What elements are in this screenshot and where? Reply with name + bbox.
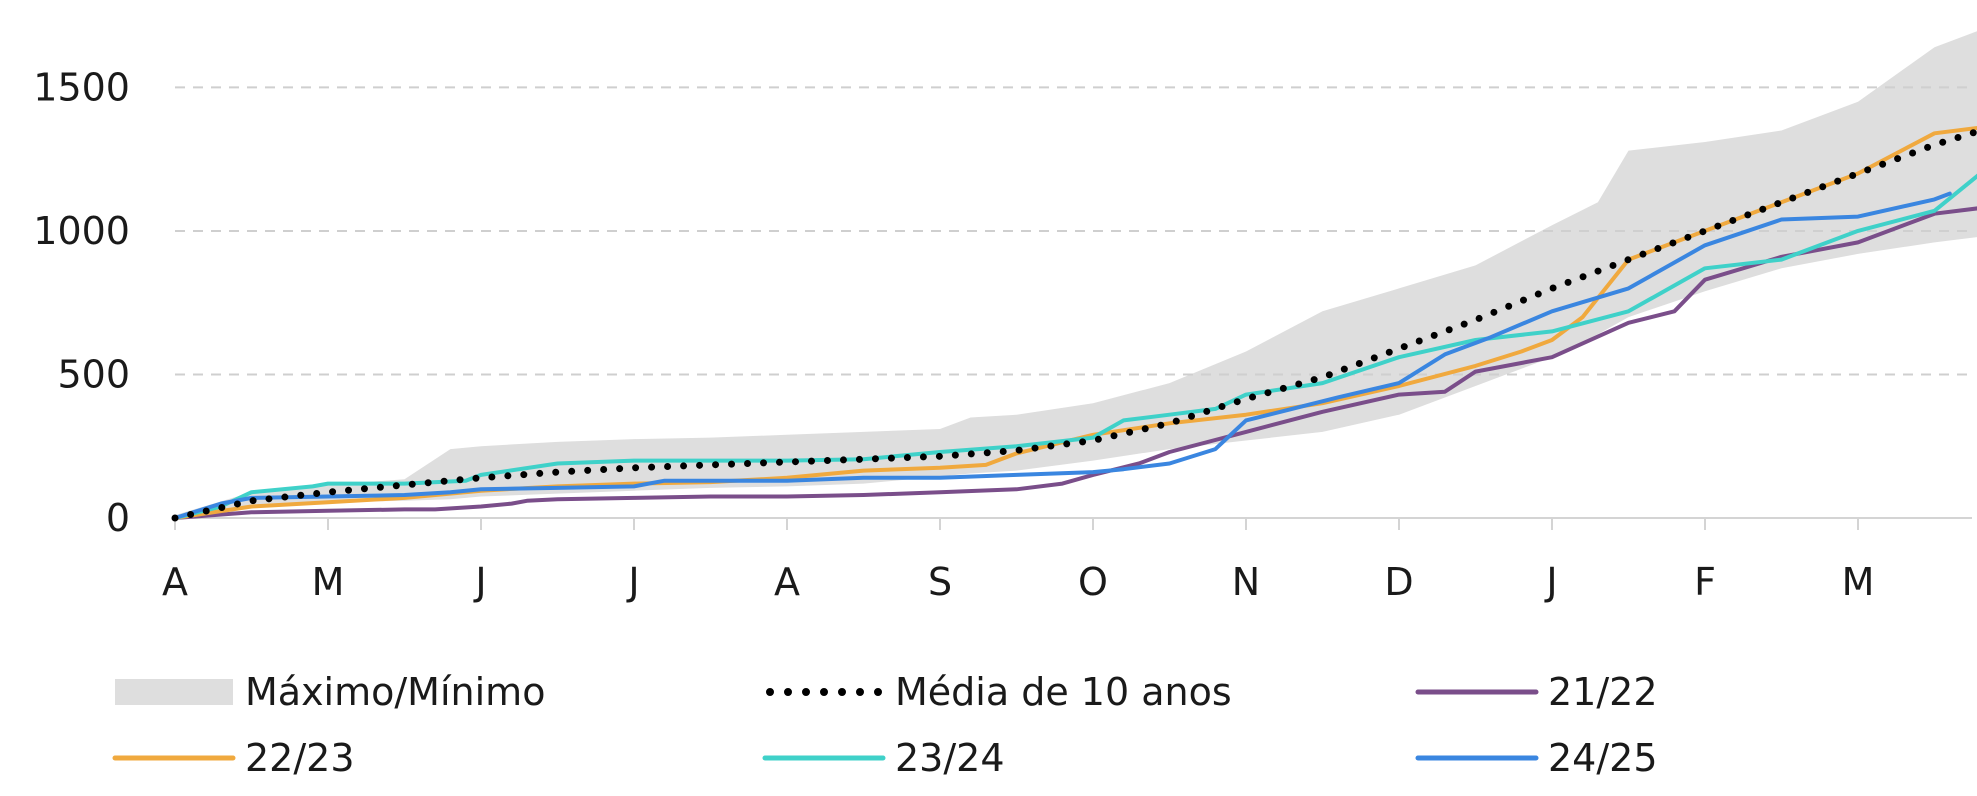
legend-item-maximo-minimo: Máximo/Mínimo <box>115 670 545 714</box>
x-tick-label: A <box>162 560 188 604</box>
x-tick-label: O <box>1078 560 1108 604</box>
series-line-24-25 <box>173 191 1952 520</box>
x-tick-label: J <box>626 560 639 604</box>
legend-item-24-25: 24/25 <box>1415 736 1658 780</box>
legend-label: 24/25 <box>1548 736 1658 780</box>
series-line-23-24 <box>173 173 1977 520</box>
legend-swatch-band <box>115 679 233 705</box>
legend-item-21-22: 21/22 <box>1415 670 1658 714</box>
y-tick-label: 0 <box>106 496 130 540</box>
x-tick-label: M <box>1842 560 1875 604</box>
x-tick-label: J <box>473 560 486 604</box>
series-line-media-de-10-anos <box>171 127 1977 522</box>
x-axis <box>174 517 1972 530</box>
x-tick-label: A <box>774 560 800 604</box>
series-lines <box>171 126 1977 522</box>
y-axis-tick-labels: 0 500 1000 1500 <box>33 65 130 540</box>
max-min-band <box>175 31 1977 518</box>
x-tick-label: F <box>1694 560 1716 604</box>
max-min-band-layer <box>175 31 1977 518</box>
legend-item-media-de-10-anos: Média de 10 anos <box>766 670 1232 714</box>
y-tick-label: 1000 <box>33 209 130 253</box>
series-line-21-22 <box>173 206 1977 520</box>
legend-label: Máximo/Mínimo <box>245 670 545 714</box>
y-tick-label: 500 <box>57 352 130 396</box>
legend: Máximo/Mínimo Média de 10 anos 21/22 22/23 2… <box>112 670 1658 780</box>
y-tick-label: 1500 <box>33 65 130 109</box>
x-tick-label: S <box>928 560 952 604</box>
legend-label: 23/24 <box>895 736 1005 780</box>
legend-label: 21/22 <box>1548 670 1658 714</box>
legend-label: Média de 10 anos <box>895 670 1232 714</box>
x-tick-label: J <box>1544 560 1557 604</box>
legend-label: 22/23 <box>245 736 355 780</box>
x-tick-label: D <box>1384 560 1413 604</box>
legend-item-23-24: 23/24 <box>762 736 1005 780</box>
legend-item-22-23: 22/23 <box>112 736 355 780</box>
x-tick-label: M <box>312 560 345 604</box>
x-tick-label: N <box>1232 560 1260 604</box>
gridlines <box>175 86 1972 376</box>
